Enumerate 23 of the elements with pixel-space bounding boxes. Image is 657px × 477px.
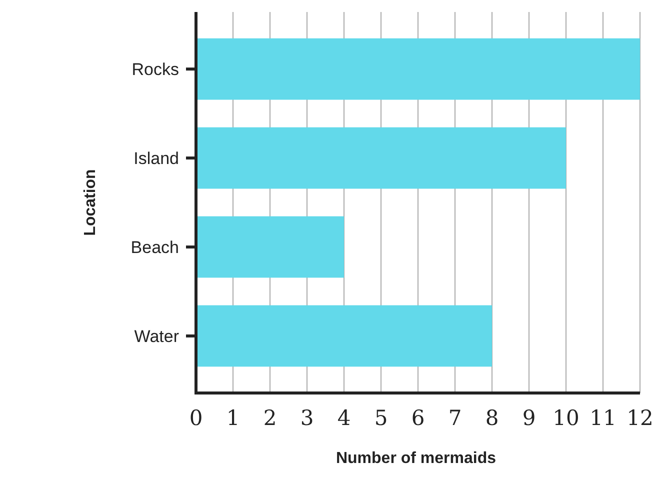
x-tick-label: 1 [226, 406, 240, 430]
y-tick-label: Beach [130, 238, 179, 257]
y-tick-label: Rocks [132, 60, 179, 79]
bar [196, 305, 492, 367]
x-tick-label: 0 [189, 406, 203, 430]
x-tick-label: 10 [552, 406, 580, 430]
x-tick-label: 2 [263, 406, 277, 430]
bar [196, 38, 640, 100]
x-tick-label: 4 [337, 406, 351, 430]
y-tick-label: Water [134, 326, 180, 346]
x-tick-label: 6 [411, 406, 425, 430]
bar [196, 127, 566, 189]
x-tick-label: 11 [590, 406, 616, 430]
y-tick-label: Island [134, 148, 179, 168]
x-axis-title: Number of mermaids [336, 450, 496, 467]
x-tick-label: 9 [522, 406, 536, 430]
x-tick-label: 12 [626, 406, 654, 430]
x-tick-label: 7 [448, 406, 462, 430]
x-tick-label: 5 [374, 406, 388, 430]
y-axis-title: Location [82, 169, 99, 236]
x-tick-label: 3 [300, 406, 314, 430]
bar [196, 216, 344, 278]
x-tick-label: 8 [485, 406, 499, 430]
